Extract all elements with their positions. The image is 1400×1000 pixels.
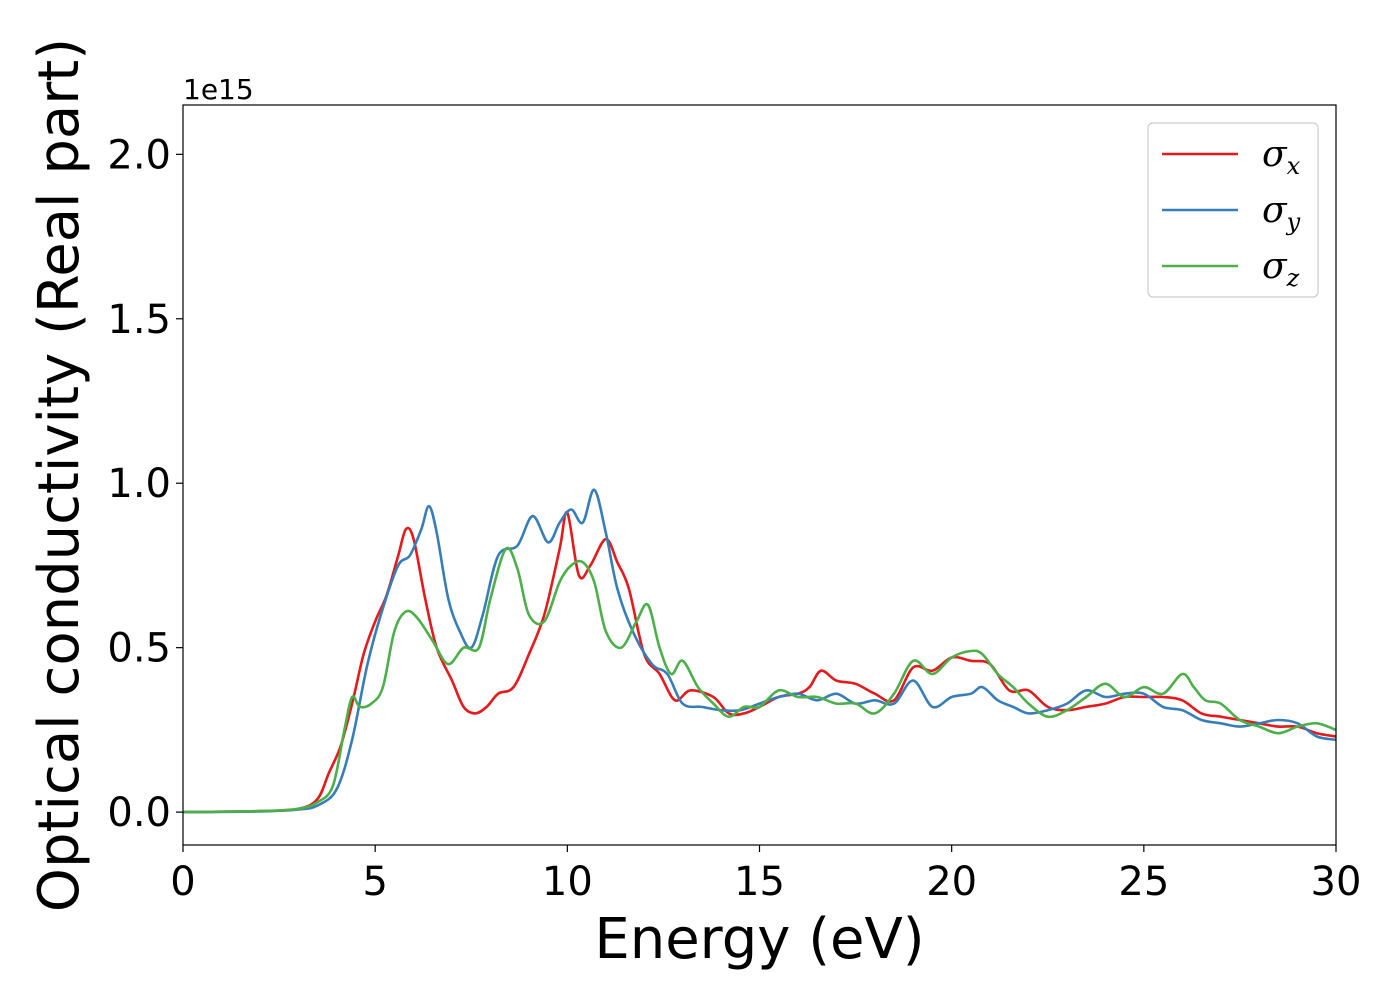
x-tick-label: 25 <box>1118 859 1169 905</box>
y-tick-label: 1.5 <box>107 297 171 343</box>
legend-symbol: σ <box>1262 246 1288 287</box>
legend-symbol: σ <box>1262 190 1288 231</box>
y-axis-ticks: 0.0 0.5 1.0 1.5 2.0 <box>107 132 183 836</box>
series-line-x <box>183 511 1336 814</box>
y-tick-label: 0.5 <box>107 626 171 672</box>
series-line-y <box>183 488 1336 814</box>
x-tick-label: 0 <box>170 859 195 905</box>
legend-label-x: σx <box>1262 134 1301 180</box>
x-tick-label: 30 <box>1311 859 1362 905</box>
y-tick-label: 1.0 <box>107 461 171 507</box>
legend-label-y: σy <box>1262 190 1301 236</box>
series-layer <box>183 488 1336 814</box>
x-tick-label: 5 <box>362 859 387 905</box>
x-axis-label: Energy (eV) <box>594 907 924 972</box>
legend-subscript: z <box>1286 264 1300 292</box>
series-line-z <box>183 546 1336 814</box>
legend-subscript: y <box>1286 208 1301 236</box>
x-tick-label: 20 <box>926 859 977 905</box>
x-axis-ticks: 0 5 10 15 20 25 30 <box>170 845 1361 905</box>
y-tick-label: 2.0 <box>107 132 171 178</box>
x-tick-label: 10 <box>542 859 593 905</box>
y-tick-label: 0.0 <box>107 790 171 836</box>
y-axis-offset-label: 1e15 <box>183 73 254 106</box>
x-tick-label: 15 <box>734 859 785 905</box>
legend-label-z: σz <box>1262 246 1300 292</box>
legend-subscript: x <box>1287 152 1301 180</box>
legend-symbol: σ <box>1262 134 1288 175</box>
y-axis-label: Optical conductivity (Real part) <box>27 38 92 912</box>
